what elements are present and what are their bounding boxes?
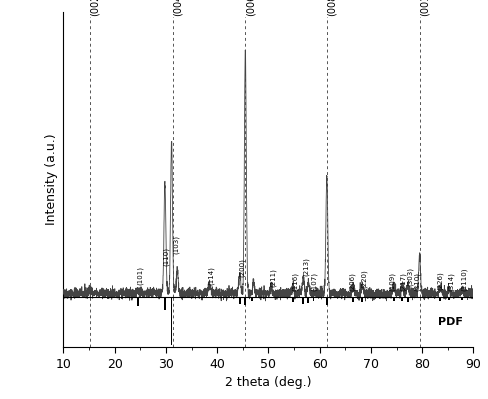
Bar [244,297,246,306]
Bar [307,297,309,302]
Bar [164,297,166,310]
Text: (114): (114) [208,266,214,285]
Text: PDF: PDF [438,317,463,327]
Bar [401,297,403,301]
Text: (200): (200) [239,259,245,277]
Text: (220): (220) [361,270,367,288]
Text: (0010): (0010) [420,0,429,16]
Bar [292,297,294,302]
Text: (109): (109) [389,272,395,291]
Bar [303,297,304,304]
Text: (314): (314) [448,273,454,291]
Text: (008): (008) [327,0,337,16]
Text: (103): (103) [173,235,180,255]
Bar [313,297,314,301]
Text: (206): (206) [349,272,356,291]
Text: (006): (006) [245,0,255,16]
Bar [439,297,441,301]
Bar [461,297,463,300]
Text: (1110): (1110) [461,268,467,291]
Text: (004): (004) [173,0,183,16]
Bar [407,297,408,302]
Text: (310): (310) [413,272,420,291]
Bar [352,297,354,302]
Text: (213): (213) [303,257,310,276]
Text: (217): (217) [400,273,407,291]
Bar [448,297,449,300]
Y-axis label: Intensity (a.u.): Intensity (a.u.) [45,134,58,225]
Bar [361,297,363,302]
Text: (303): (303) [407,267,413,286]
Text: (002): (002) [90,0,100,16]
Bar [137,297,139,306]
Bar [251,297,253,301]
Bar [171,297,172,345]
Text: (107): (107) [310,272,317,291]
Bar [326,297,328,306]
Text: (211): (211) [269,268,276,287]
Text: (101): (101) [137,267,143,285]
Text: (110): (110) [163,247,170,266]
Bar [239,297,241,304]
Text: (226): (226) [436,271,443,290]
Text: (116): (116) [291,272,298,291]
X-axis label: 2 theta (deg.): 2 theta (deg.) [225,376,312,389]
Bar [393,297,395,301]
